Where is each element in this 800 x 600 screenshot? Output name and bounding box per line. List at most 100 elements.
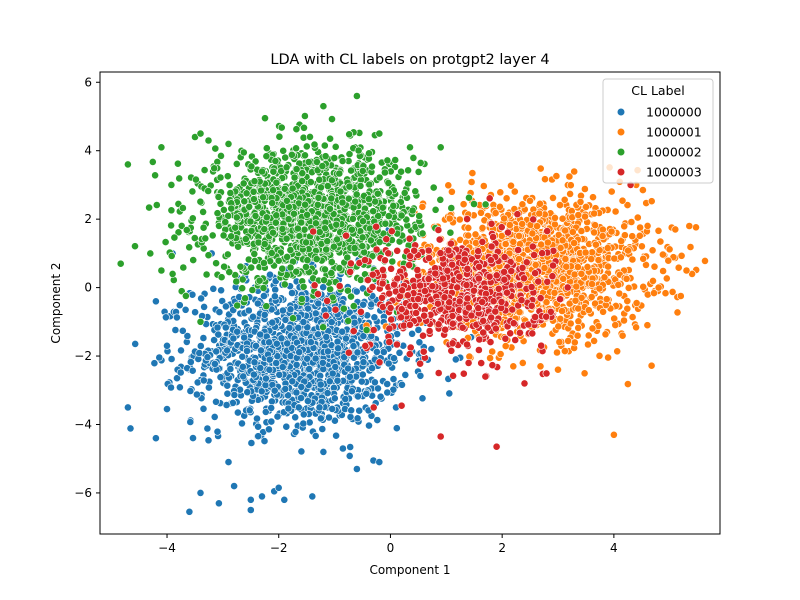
- data-point: [566, 319, 575, 328]
- data-point: [301, 200, 309, 209]
- data-point: [294, 403, 303, 412]
- data-point: [210, 412, 219, 421]
- data-point: [374, 384, 382, 393]
- data-point: [230, 482, 238, 490]
- data-point: [345, 451, 354, 460]
- data-point: [380, 168, 389, 177]
- data-point: [259, 284, 268, 292]
- data-point: [447, 187, 456, 196]
- data-point: [464, 303, 473, 312]
- data-point: [436, 195, 445, 204]
- data-point: [275, 370, 284, 379]
- data-point: [398, 380, 406, 389]
- data-point: [364, 195, 373, 203]
- data-point: [247, 162, 256, 171]
- data-point: [622, 274, 631, 283]
- data-point: [564, 336, 572, 345]
- data-point: [414, 167, 423, 176]
- data-point: [299, 282, 308, 291]
- data-point: [297, 394, 305, 402]
- data-point: [617, 253, 625, 262]
- data-point: [436, 143, 445, 152]
- data-point: [401, 370, 410, 379]
- data-point: [352, 287, 361, 296]
- data-point: [554, 322, 563, 331]
- data-point: [540, 264, 549, 272]
- data-point: [404, 179, 412, 188]
- data-point: [471, 238, 480, 247]
- data-point: [526, 196, 534, 205]
- data-point: [308, 492, 317, 501]
- data-point: [189, 256, 198, 264]
- data-point: [266, 270, 274, 279]
- data-point: [692, 223, 700, 232]
- data-point: [419, 331, 427, 340]
- data-point: [300, 112, 309, 120]
- data-point: [496, 350, 505, 358]
- data-point: [223, 381, 232, 390]
- data-point: [384, 212, 393, 220]
- data-point: [556, 295, 564, 304]
- data-point: [323, 347, 332, 356]
- data-point: [515, 231, 523, 240]
- data-point: [365, 149, 373, 158]
- data-point: [412, 309, 420, 317]
- data-point: [292, 388, 301, 397]
- data-point: [558, 236, 567, 245]
- data-point: [385, 289, 394, 298]
- data-point: [342, 231, 350, 240]
- data-point: [537, 240, 545, 249]
- data-point: [304, 158, 313, 166]
- data-point: [219, 231, 228, 240]
- data-point: [370, 313, 379, 322]
- data-point: [208, 231, 217, 240]
- data-point: [161, 313, 170, 322]
- data-point: [258, 492, 266, 501]
- data-point: [673, 308, 682, 317]
- data-point: [171, 326, 180, 334]
- data-point: [178, 204, 187, 212]
- data-point: [501, 334, 510, 343]
- data-point: [448, 260, 457, 269]
- data-point: [226, 365, 235, 373]
- data-point: [338, 327, 347, 336]
- data-point: [179, 263, 188, 272]
- data-point: [550, 288, 559, 297]
- data-point: [284, 404, 293, 413]
- data-point: [349, 342, 358, 350]
- data-point: [538, 249, 546, 258]
- data-point: [221, 218, 230, 226]
- data-point: [449, 371, 457, 380]
- data-point: [425, 254, 433, 262]
- data-point: [213, 427, 222, 436]
- data-point: [632, 323, 640, 332]
- data-point: [167, 180, 176, 189]
- data-point: [481, 200, 490, 209]
- data-point: [274, 256, 283, 265]
- data-point: [595, 284, 604, 293]
- data-point: [386, 303, 395, 312]
- data-point: [214, 330, 223, 339]
- data-point: [373, 416, 382, 424]
- data-point: [577, 227, 586, 235]
- data-point: [583, 262, 592, 271]
- data-point: [370, 378, 379, 387]
- data-point: [291, 427, 300, 436]
- data-point: [290, 173, 299, 182]
- data-point: [571, 296, 580, 305]
- data-point: [368, 162, 376, 171]
- data-point: [291, 413, 300, 422]
- data-point: [236, 262, 245, 271]
- data-point: [369, 207, 378, 216]
- data-point: [181, 291, 190, 300]
- data-point: [627, 218, 636, 226]
- data-point: [501, 240, 510, 248]
- data-point: [445, 214, 454, 223]
- data-point: [361, 341, 370, 350]
- data-point: [464, 231, 473, 240]
- data-point: [359, 217, 367, 226]
- data-point: [561, 347, 569, 355]
- data-point: [327, 318, 336, 327]
- data-point: [500, 267, 508, 276]
- data-point: [223, 389, 232, 398]
